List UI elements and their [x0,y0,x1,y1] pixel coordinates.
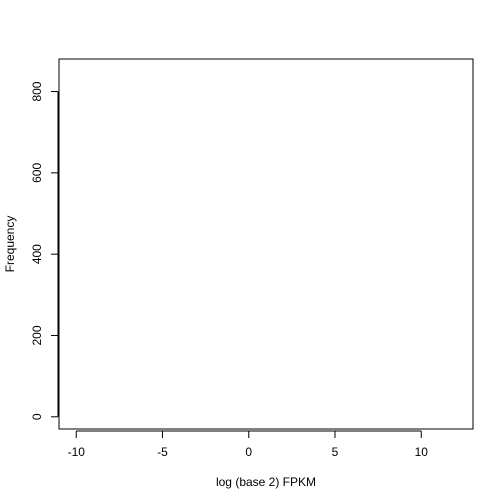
y-axis: 0 200 400 600 800 [30,81,59,420]
y-tick-label: 800 [30,81,44,101]
x-tick-label: -5 [157,445,168,459]
y-tick-label: 600 [30,163,44,183]
y-axis-label: Frequency [3,216,17,273]
y-tick-label: 0 [30,413,44,420]
x-axis: -10 -5 0 5 10 [68,430,429,459]
x-tick-label: 0 [245,445,252,459]
x-axis-label: log (base 2) FPKM [216,475,316,489]
x-tick-label: 5 [332,445,339,459]
y-tick-label: 400 [30,244,44,264]
y-tick-label: 200 [30,325,44,345]
x-tick-label: 10 [415,445,429,459]
x-tick-label: -10 [68,445,86,459]
plot-frame [58,58,474,430]
